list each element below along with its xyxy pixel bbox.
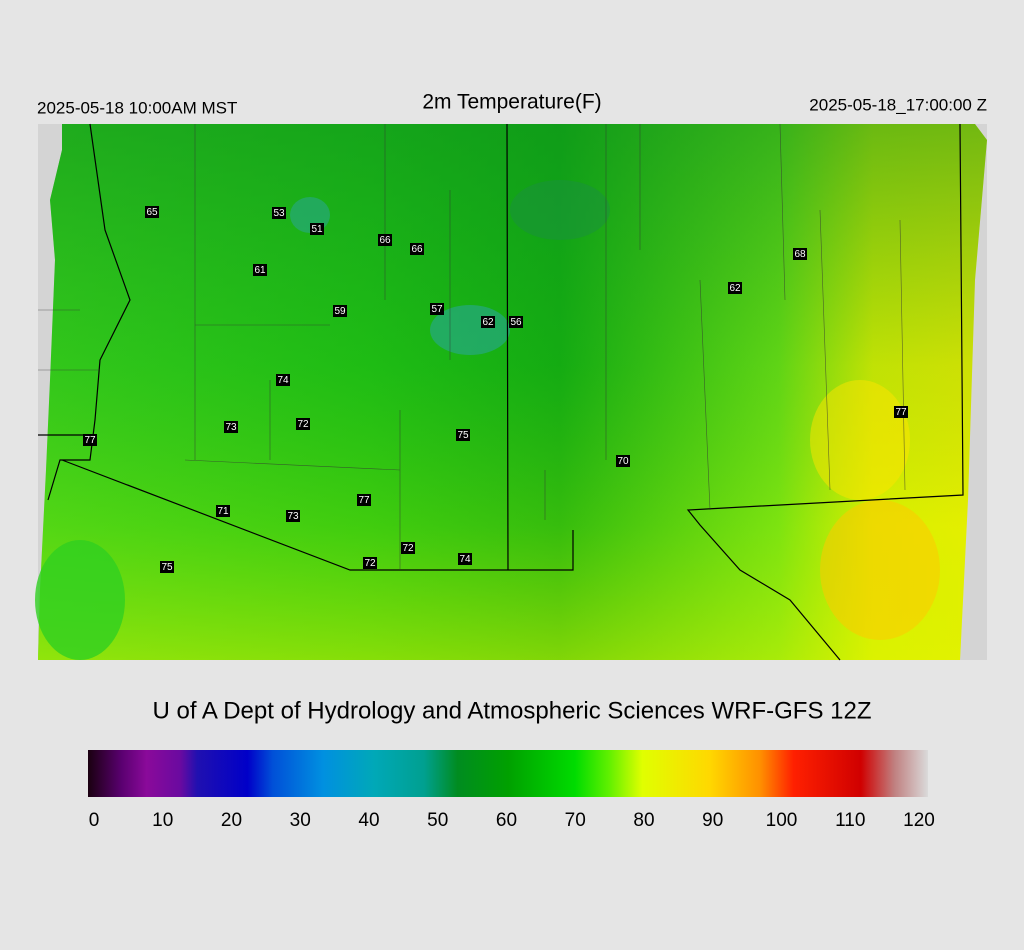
colorbar-label: 0 [89, 810, 100, 831]
station-value: 75 [161, 562, 173, 573]
borders [38, 123, 964, 661]
colorbar-label: 40 [358, 810, 379, 831]
valid-local-time: 2025-05-18 10:00AM MST [37, 98, 237, 117]
station-box [357, 494, 371, 506]
map [35, 123, 987, 661]
station-box [458, 553, 472, 565]
station-value: 51 [311, 224, 323, 235]
station-box [378, 234, 392, 246]
station-value: 73 [287, 511, 299, 522]
colorbar-label: 80 [633, 810, 654, 831]
colorbar-label: 30 [290, 810, 311, 831]
station-value: 77 [358, 495, 370, 506]
station-value: 59 [334, 306, 346, 317]
station-value: 74 [277, 375, 289, 386]
station-box [310, 223, 324, 235]
colorbar-label: 110 [835, 810, 865, 831]
cool-area [510, 180, 610, 240]
station-box [286, 510, 300, 522]
station-value: 77 [84, 435, 96, 446]
station-value: 62 [729, 283, 741, 294]
gulf [35, 540, 125, 660]
station-value: 72 [297, 419, 309, 430]
station-value: 72 [364, 558, 376, 569]
colorbar-label: 70 [565, 810, 586, 831]
colorbar [88, 750, 928, 797]
map-title: 2m Temperature(F) [422, 91, 601, 114]
credit: U of A Dept of Hydrology and Atmospheric… [153, 697, 872, 724]
station-box [276, 374, 290, 386]
station-box [410, 243, 424, 255]
station-box [224, 421, 238, 433]
station-value: 70 [617, 456, 629, 467]
station-value: 72 [402, 543, 414, 554]
station-value: 75 [457, 430, 469, 441]
station-value: 56 [510, 317, 522, 328]
station-box [509, 316, 523, 328]
station-box [145, 206, 159, 218]
station-box [728, 282, 742, 294]
station-box [616, 455, 630, 467]
colorbar-label: 50 [427, 810, 448, 831]
station-box [253, 264, 267, 276]
station-value: 57 [431, 304, 443, 315]
station-box [296, 418, 310, 430]
land-shade [38, 124, 987, 660]
station-value: 61 [254, 265, 266, 276]
station-value: 68 [794, 249, 806, 260]
station-value: 73 [225, 422, 237, 433]
station-value: 77 [895, 407, 907, 418]
station-box [401, 542, 415, 554]
colorbar-label: 10 [152, 810, 173, 831]
county-lines [38, 123, 906, 570]
station-box [481, 316, 495, 328]
station-box [793, 248, 807, 260]
station-box [430, 303, 444, 315]
station-value: 66 [411, 244, 423, 255]
station-value: 66 [379, 235, 391, 246]
station-box [160, 561, 174, 573]
valid-utc-time: 2025-05-18_17:00:00 Z [809, 95, 987, 114]
station-value: 74 [459, 554, 471, 565]
station-box [456, 429, 470, 441]
colorbar-label: 20 [221, 810, 242, 831]
station-box [272, 207, 286, 219]
warm-area [810, 380, 910, 500]
station-value: 65 [146, 207, 158, 218]
colorbar-label: 90 [702, 810, 723, 831]
station-value: 62 [482, 317, 494, 328]
station-value: 53 [273, 208, 285, 219]
warm-area [820, 500, 940, 640]
station-box [894, 406, 908, 418]
station-box [216, 505, 230, 517]
station-box [363, 557, 377, 569]
colorbar-label: 120 [903, 810, 935, 831]
colorbar-label: 100 [766, 810, 798, 831]
station-value: 71 [217, 506, 229, 517]
colorbar-label: 60 [496, 810, 517, 831]
station-box [333, 305, 347, 317]
station-box [83, 434, 97, 446]
